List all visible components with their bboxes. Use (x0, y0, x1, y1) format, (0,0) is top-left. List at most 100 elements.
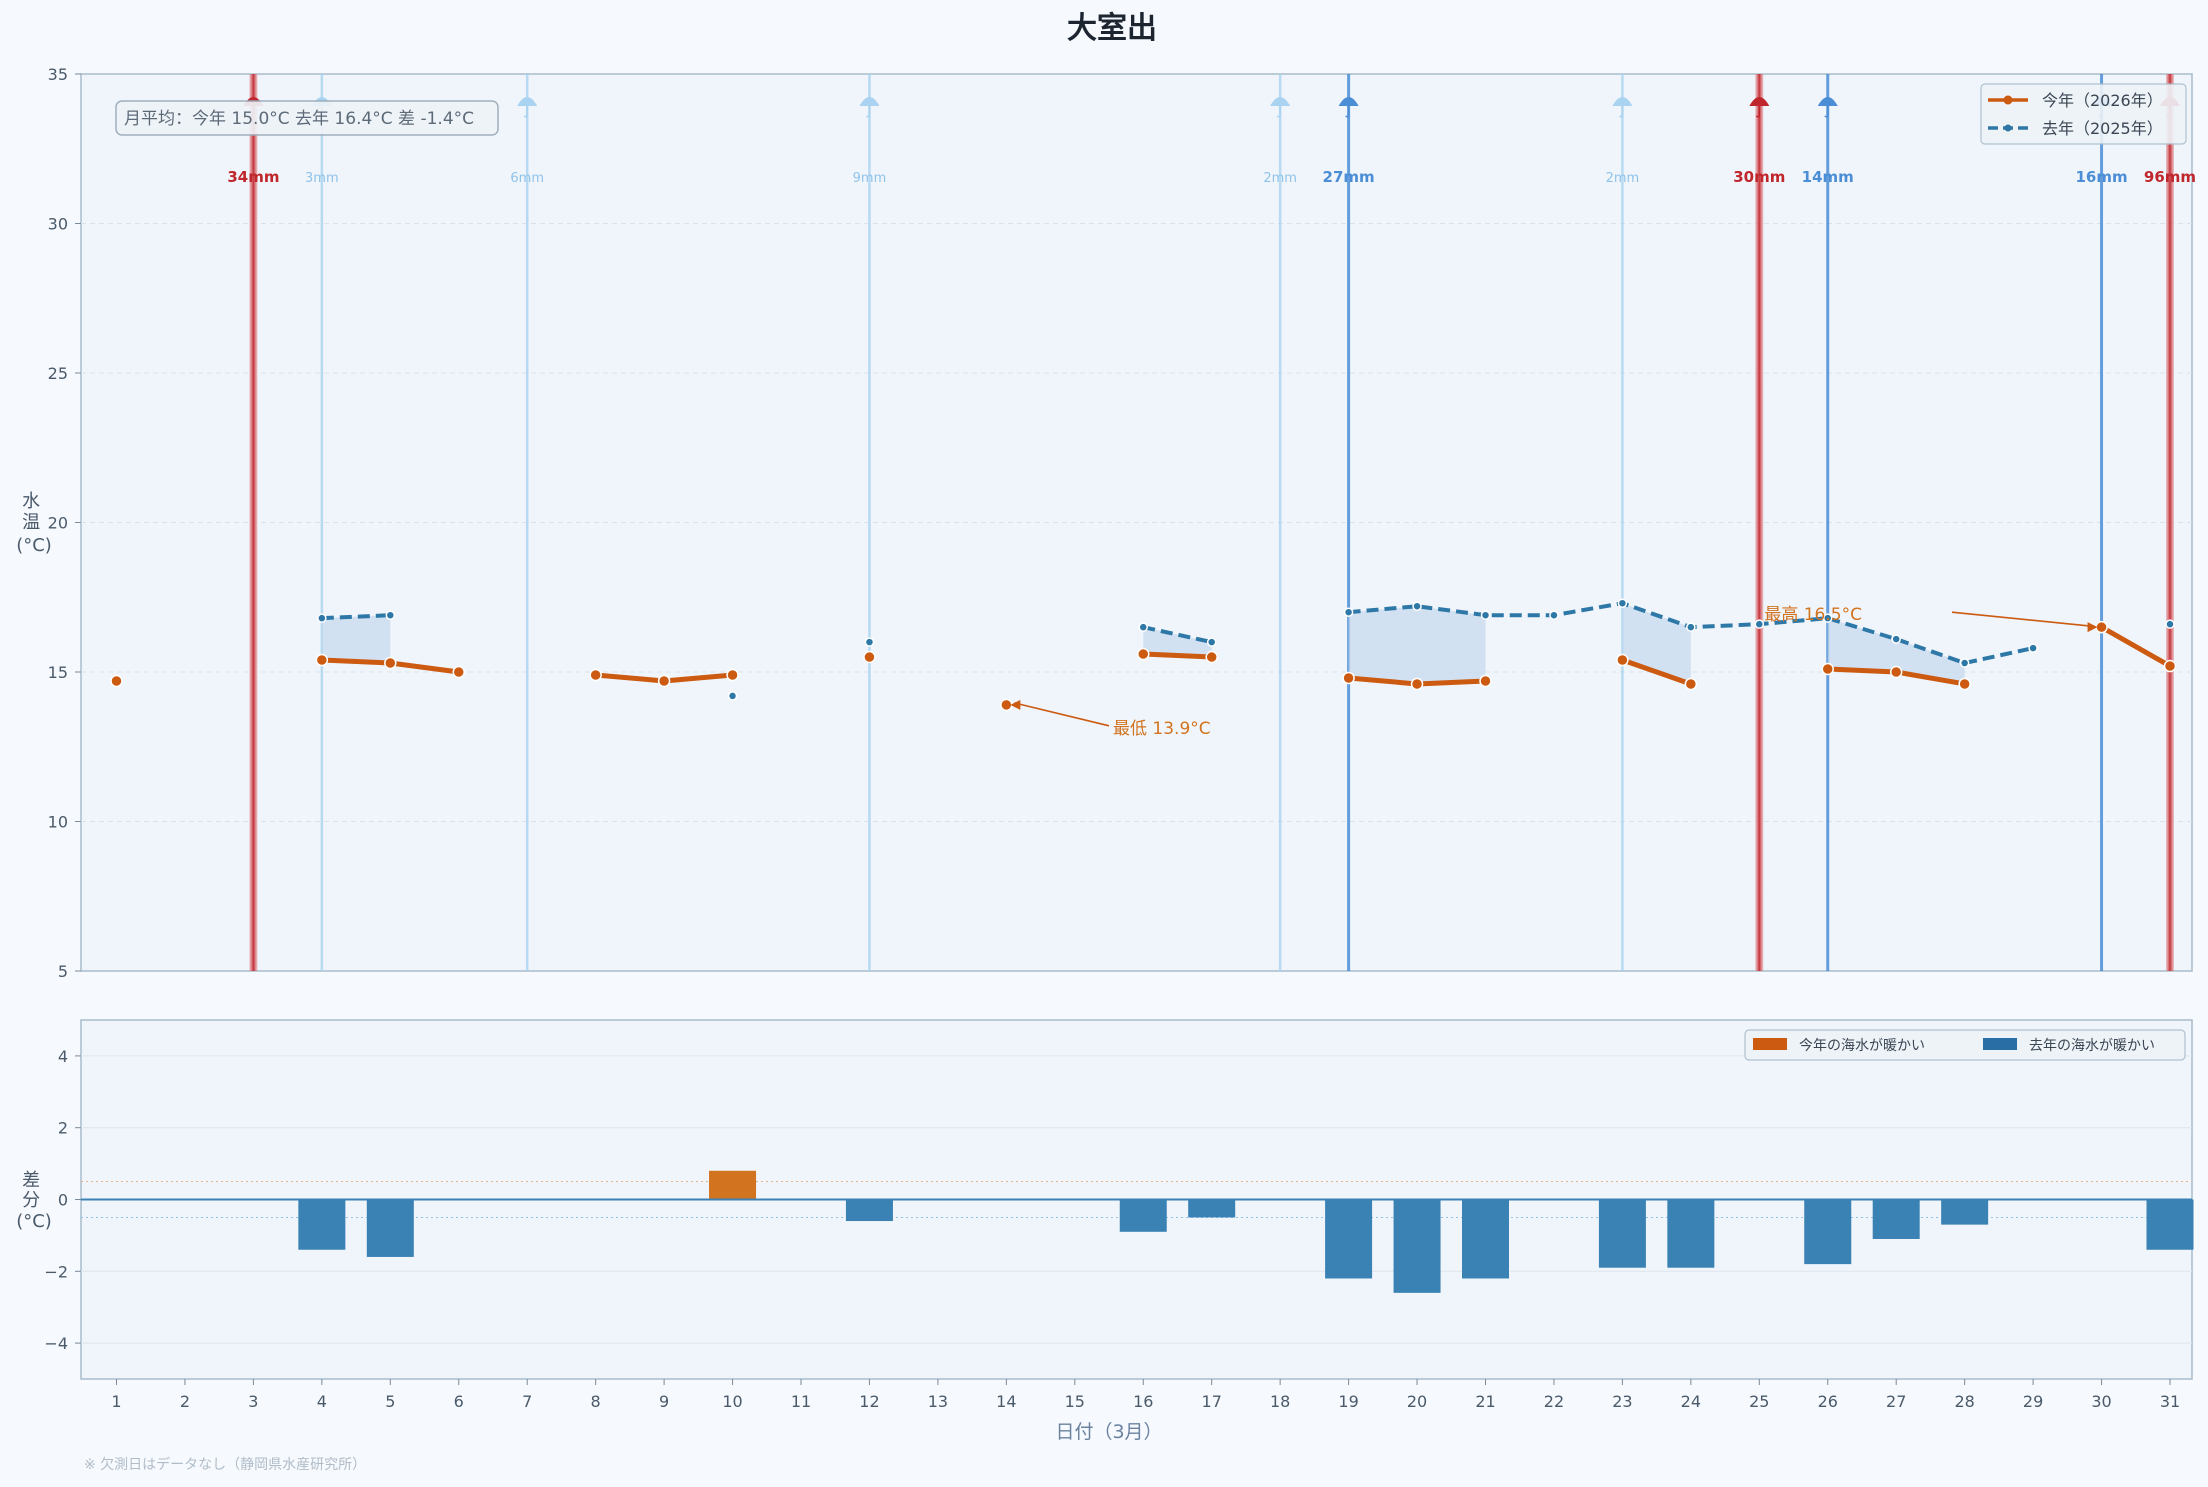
umbrella-icon (1817, 97, 1838, 118)
series-point-last-year (1549, 610, 1559, 620)
series-point-this-year (1479, 674, 1492, 688)
series-point-this-year (1616, 653, 1629, 667)
diff-bar (845, 1199, 893, 1222)
rain-amount-label: 96mm (2144, 168, 2196, 186)
series-point-last-year (2165, 619, 2175, 629)
y-tick-label: −4 (44, 1334, 68, 1353)
umbrella-handle (866, 106, 871, 118)
y-tick-label: 10 (48, 813, 68, 832)
y-tick-label: 15 (48, 663, 68, 682)
diff-bars (81, 1170, 2194, 1293)
rain-amount-label: 2mm (1606, 171, 1640, 186)
diff-bar (1393, 1199, 1441, 1293)
chart-title: 大室出 (1067, 11, 1157, 46)
series-point-this-year (1137, 647, 1150, 661)
x-tick-label: 29 (2023, 1392, 2043, 1411)
y-tick-label: 0 (58, 1191, 68, 1210)
rain-amount-label: 6mm (510, 171, 544, 186)
umbrella-canopy (1749, 97, 1770, 106)
umbrella-handle (523, 106, 528, 118)
difference-fill (321, 603, 1965, 684)
diff-bar (1188, 1199, 1236, 1218)
diff-bar (1325, 1199, 1373, 1279)
x-tick-label: 15 (1065, 1392, 1085, 1411)
umbrella-icon (1612, 97, 1633, 118)
x-tick-label: 20 (1407, 1392, 1427, 1411)
legend-this-year: 今年（2026年） (2042, 91, 2163, 110)
x-tick-label: 25 (1749, 1392, 1769, 1411)
y-tick-label: 25 (48, 364, 68, 383)
temperature-lines (110, 598, 2177, 712)
x-tick-label: 6 (454, 1392, 464, 1411)
series-line-this-year (1621, 657, 1692, 687)
x-tick-label: 31 (2160, 1392, 2180, 1411)
umbrella-canopy (517, 97, 538, 106)
series-point-this-year (384, 656, 397, 670)
umbrella-icon (1749, 97, 1770, 118)
x-tick-label: 22 (1544, 1392, 1564, 1411)
x-tick-label: 13 (928, 1392, 948, 1411)
diff-bar (1462, 1199, 1509, 1279)
diff-bar (298, 1199, 346, 1250)
diff-y-axis: −4 −2 0 2 4 (44, 1047, 81, 1353)
x-tick-label: 9 (659, 1392, 669, 1411)
diff-bar (1872, 1199, 1920, 1239)
rain-line (249, 74, 258, 971)
umbrella-handle (1755, 106, 1761, 118)
x-tick-label: 12 (859, 1392, 879, 1411)
fill-region (1143, 627, 1212, 658)
diff-bar (1941, 1199, 1989, 1225)
series-point-this-year (863, 650, 876, 664)
series-point-this-year (2095, 620, 2108, 634)
diff-bar (1598, 1199, 1646, 1268)
series-point-last-year (1686, 622, 1696, 632)
fill-region (1348, 606, 1486, 684)
series-point-this-year (589, 668, 602, 682)
x-tick-label: 24 (1681, 1392, 1701, 1411)
x-tick-label: 7 (522, 1392, 532, 1411)
y-tick-label: 20 (48, 514, 68, 533)
series-point-this-year (1821, 662, 1834, 676)
x-tick-label: 16 (1133, 1392, 1153, 1411)
rain-amount-label: 3mm (305, 171, 339, 186)
x-tick-label: 3 (248, 1392, 258, 1411)
series-point-this-year (1000, 698, 1013, 712)
rain-amount-label: 30mm (1733, 168, 1785, 186)
fill-region (321, 615, 391, 664)
series-point-last-year (1754, 619, 1765, 629)
x-tick-label: 26 (1818, 1392, 1838, 1411)
series-point-last-year (1412, 601, 1422, 611)
diff-bar (366, 1199, 414, 1257)
rain-line (1755, 74, 1764, 971)
rain-amount-label: 27mm (1323, 168, 1375, 186)
series-point-last-year (864, 637, 875, 647)
annotation-label: 最低 13.9°C (1113, 719, 1211, 739)
series-point-this-year (1684, 677, 1698, 691)
diff-y-label-2: 分 (22, 1190, 40, 1211)
footnote: ※ 欠測日はデータなし（静岡県水産研究所） (84, 1456, 366, 1473)
x-tick-label: 27 (1886, 1392, 1906, 1411)
x-tick-label: 23 (1612, 1392, 1632, 1411)
umbrella-icon (1270, 97, 1291, 118)
annotation-arrow (1951, 611, 2092, 627)
x-axis-label: 日付（3月） (1055, 1421, 1162, 1443)
y-tick-label: 4 (58, 1047, 68, 1066)
rain-amount-label: 2mm (1263, 171, 1297, 186)
y-tick-label: 30 (48, 215, 68, 234)
series-point-this-year (726, 668, 739, 682)
y-tick-label: −2 (44, 1262, 68, 1281)
umbrella-canopy (1270, 97, 1291, 106)
annotation-label: 最高 16.5°C (1764, 605, 1862, 625)
y-tick-label: 35 (48, 65, 68, 84)
series-point-this-year (1958, 677, 1971, 691)
diff-bar (2146, 1199, 2194, 1250)
umbrella-canopy (1338, 97, 1359, 106)
x-tick-label: 17 (1202, 1392, 1222, 1411)
legend-warm-this-year: 今年の海水が暖かい (1799, 1038, 1925, 1054)
x-tick-label: 4 (317, 1392, 327, 1411)
series-line-last-year (321, 613, 391, 621)
series-point-last-year (2028, 643, 2038, 653)
rain-markers: 34mm 3mm 6mm 9mm 2mm 27mm 2mm 30mm 14mm 16mm 96mm (227, 74, 2196, 971)
x-tick-label: 28 (1954, 1392, 1974, 1411)
